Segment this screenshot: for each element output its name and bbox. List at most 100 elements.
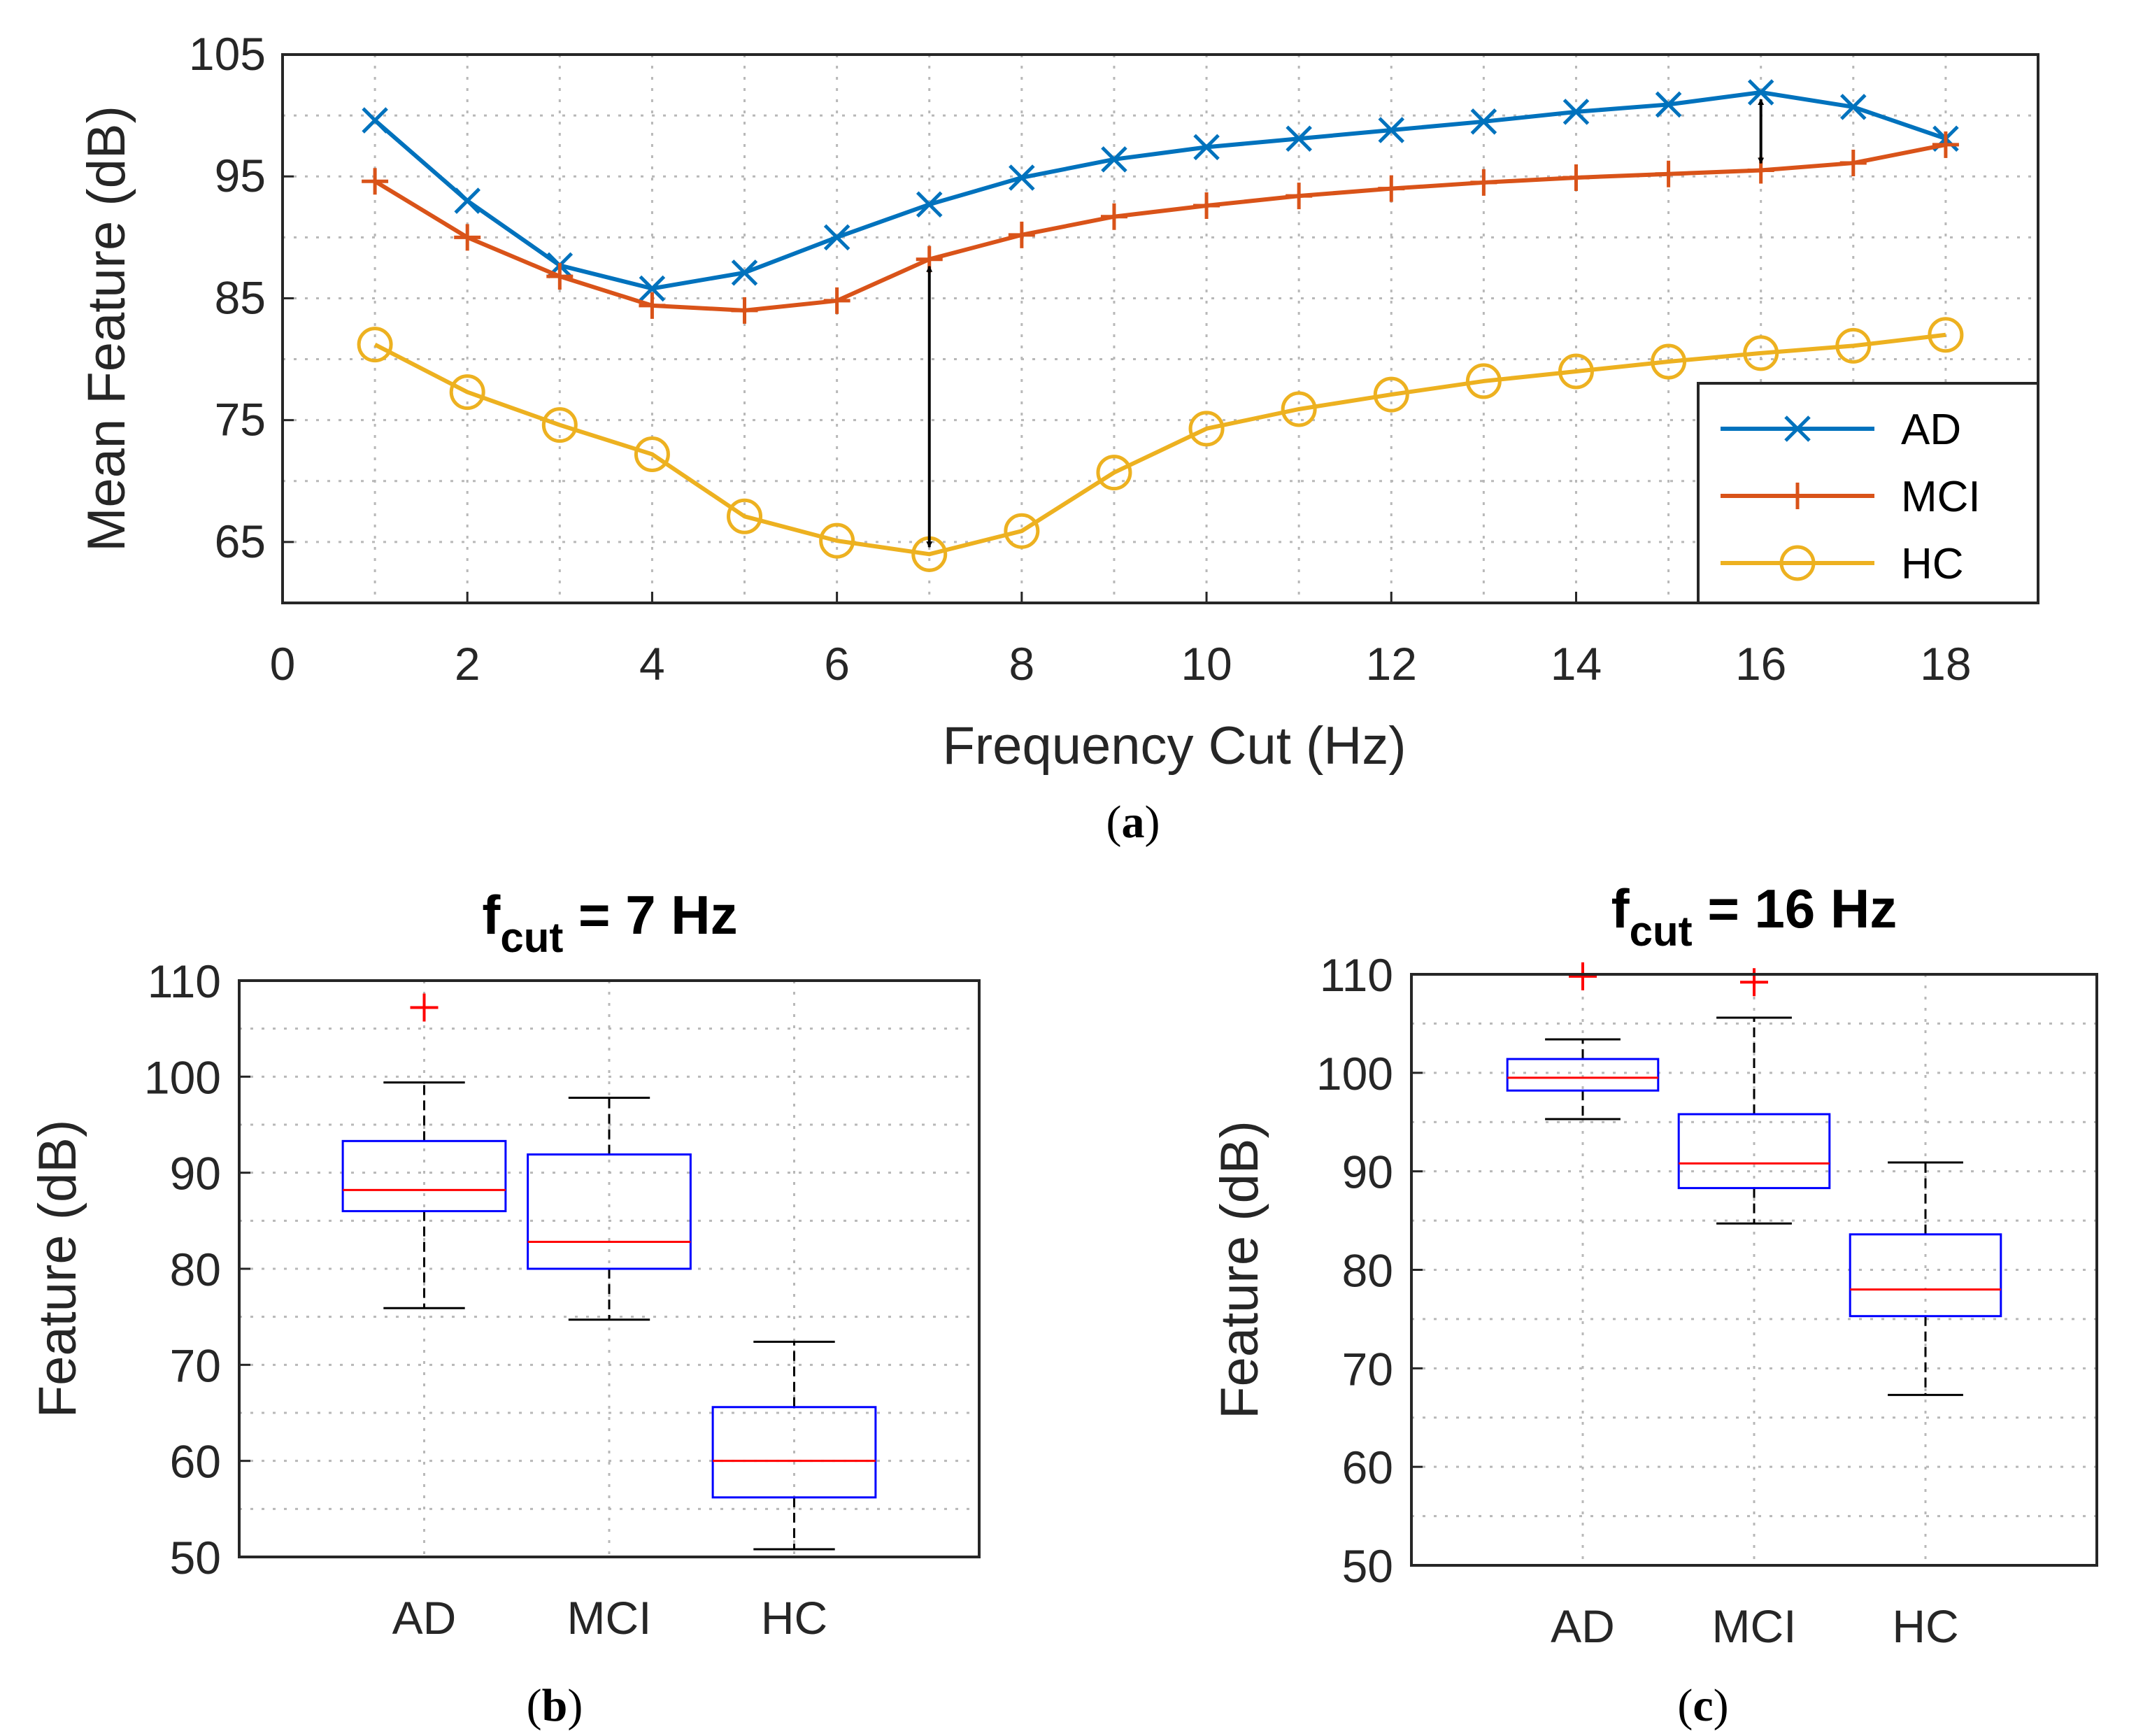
y-tick-label: 80 [170,1244,221,1295]
x-category-label: AD [1551,1600,1615,1652]
chart-title: fcut = 16 Hz [1611,878,1897,955]
y-tick-label: 85 [215,271,266,323]
data-point-ad [1562,99,1590,125]
title-main: f [482,884,501,946]
y-tick-label: 110 [148,955,221,1007]
x-tick-label: 6 [824,638,850,690]
legend-marker-ad [1784,415,1811,442]
caption-letter: a [1122,797,1145,848]
data-point-hc [1373,376,1409,413]
box-iqr [1506,1058,1660,1092]
box-iqr [1677,1113,1831,1190]
data-point-ad [639,275,666,302]
caption-paren-open: ( [1677,1680,1693,1731]
title-main: f [1611,878,1630,939]
x-tick-label: 2 [455,638,480,690]
box-iqr [711,1406,877,1499]
data-point-mci [362,168,389,195]
data-point-ad [823,224,850,251]
data-point-mci [1470,169,1497,196]
data-point-ad [454,187,480,214]
y-tick-label: 100 [1316,1048,1393,1100]
caption-b: (b) [527,1680,583,1731]
y-tick-label: 75 [215,394,266,446]
y-tick-label: 100 [144,1051,221,1103]
y-tick-label: 95 [215,150,266,201]
data-point-hc [1281,391,1317,427]
data-point-hc [634,436,670,472]
data-point-ad [916,191,943,218]
box-iqr [1849,1233,2002,1318]
x-tick-label: 10 [1181,638,1232,690]
data-point-hc [357,327,393,363]
caption-paren-close: ) [567,1680,583,1731]
title-subscript: cut [500,914,563,961]
data-point-mci [823,287,850,314]
data-point-mci [1932,131,1959,158]
x-category-label: MCI [567,1592,652,1644]
data-point-ad [362,107,388,134]
legend-marker-mci [1784,483,1811,509]
data-point-mci [1008,221,1035,248]
data-point-ad [1747,79,1774,106]
data-point-mci [454,224,481,251]
legend-label: AD [1901,406,1961,454]
x-tick-label: 8 [1009,638,1034,690]
caption-paren-open: ( [1106,797,1122,848]
data-point-hc [1188,411,1225,447]
data-point-hc [1465,363,1502,399]
title-rest: = 7 Hz [563,884,737,946]
x-tick-label: 18 [1920,638,1971,690]
data-point-hc [819,522,855,559]
data-point-hc [1835,327,1872,364]
data-point-hc [1928,317,1964,353]
y-tick-label: 50 [1342,1540,1393,1592]
data-point-mci [1378,175,1405,202]
data-point-hc [1651,343,1687,380]
x-tick-label: 16 [1735,638,1786,690]
data-point-ad [1101,146,1127,173]
series-line-mci [373,142,1946,313]
data-point-hc [1096,455,1132,491]
x-category-label: HC [1892,1600,1958,1652]
y-tick-label: 60 [1342,1442,1393,1493]
legend-marker-hc [1779,545,1816,581]
data-point-hc [541,407,578,443]
data-point-mci [639,292,666,319]
chart-title: fcut = 7 Hz [482,884,737,961]
x-category-label: MCI [1712,1600,1797,1652]
data-point-ad [1840,94,1867,120]
legend-label: MCI [1901,473,1981,521]
data-point-ad [1470,108,1497,135]
box-outlier [1740,968,1768,997]
x-category-label: AD [392,1592,457,1644]
data-point-mci [546,263,574,290]
data-point-hc [1743,335,1779,371]
x-tick-label: 4 [639,638,665,690]
y-tick-label: 60 [170,1436,221,1488]
data-point-mci [1562,164,1590,191]
data-point-ad [1193,134,1220,161]
data-point-mci [1100,203,1127,230]
y-axis-label: Feature (dB) [28,1120,87,1418]
box-iqr [527,1153,692,1270]
caption-paren-close: ) [1714,1680,1729,1731]
data-point-hc [449,374,485,411]
y-tick-label: 90 [170,1148,221,1200]
y-tick-label: 65 [215,515,266,567]
box-outlier [1569,962,1597,990]
y-axis-label: Mean Feature (dB) [77,106,136,552]
series-line-ad [373,90,1946,291]
box-plot-panel-7hz: AD MCI HC 50 60 70 80 90 100 110 Feature (dB) fcut … [28,884,981,1731]
box-iqr [341,1139,507,1213]
data-point-ad [1009,164,1035,191]
y-tick-label: 50 [170,1532,221,1584]
legend-box [1697,382,2039,604]
caption-paren-close: ) [1145,797,1160,848]
caption-a: (a) [1106,797,1160,848]
caption-letter: b [542,1680,568,1731]
y-tick-label: 90 [1342,1146,1393,1198]
data-point-hc [727,498,763,534]
y-axis-label: Feature (dB) [1210,1120,1269,1419]
data-point-mci [1839,150,1867,177]
